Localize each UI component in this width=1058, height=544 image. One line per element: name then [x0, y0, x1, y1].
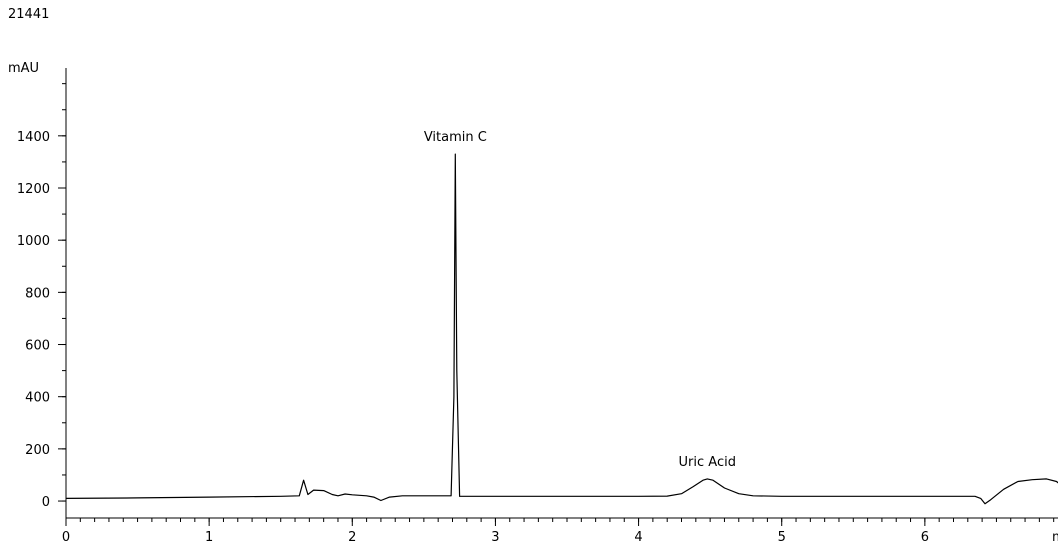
x-tick-label: 5: [778, 530, 786, 544]
y-tick-label: 0: [42, 495, 50, 510]
series-layer: [65, 153, 1058, 505]
y-axis-unit-label: mAU: [8, 61, 39, 76]
y-tick-label: 600: [25, 339, 50, 354]
y-tick-label: 1000: [17, 234, 50, 249]
y-tick-label: 1400: [17, 130, 50, 145]
x-tick-label: 0: [62, 530, 70, 544]
y-tick-label: 200: [25, 443, 50, 458]
peak-label: Uric Acid: [679, 455, 736, 470]
x-tick-label: 4: [634, 530, 642, 544]
x-tick-label: 3: [491, 530, 499, 544]
chromatogram-trace: [65, 153, 1058, 505]
x-tick-label: 2: [348, 530, 356, 544]
x-tick-label: 1: [205, 530, 213, 544]
x-tick-label: 6: [921, 530, 929, 544]
axis-ticks: 0 200 400 600 800 1000 1200 1400 0 1 2 3 4 5 6: [17, 83, 1055, 544]
peak-annotations: Vitamin C Uric Acid: [424, 130, 736, 470]
y-tick-label: 1200: [17, 182, 50, 197]
y-tick-label: 800: [25, 286, 50, 301]
y-tick-label: 400: [25, 391, 50, 406]
peak-label: Vitamin C: [424, 130, 487, 145]
figure-id-label: 21441: [8, 7, 50, 22]
x-axis-unit-label: min: [1052, 530, 1058, 544]
